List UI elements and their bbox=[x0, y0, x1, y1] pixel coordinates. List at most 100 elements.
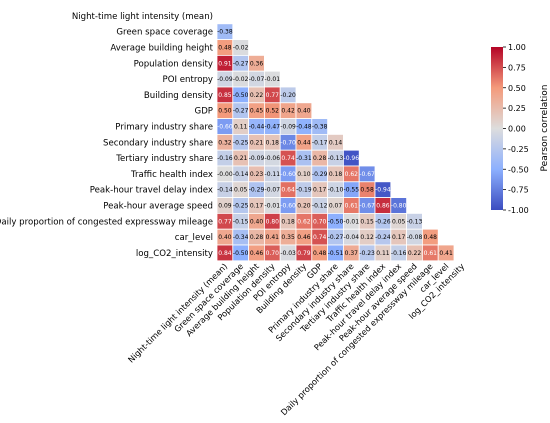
cell-value-label: -0.48 bbox=[296, 124, 312, 131]
cell-value-label: 0.61 bbox=[424, 250, 438, 257]
cell-value-label: -0.01 bbox=[265, 76, 281, 83]
cell-value-label: -0.27 bbox=[233, 108, 249, 115]
colorbar-tick-label: -0.50 bbox=[508, 165, 529, 174]
cell-value-label: -0.03 bbox=[280, 250, 296, 257]
cell-value-label: 0.70 bbox=[266, 250, 280, 257]
y-tick-label: Secondary industry share bbox=[103, 138, 213, 148]
colorbar: 1.00 0.75 0.50 0.25 0.00 -0.25 -0.50 -0.75 -1.00… bbox=[491, 43, 550, 215]
cell-value-label: 0.22 bbox=[408, 250, 422, 257]
cell-value-label: -0.47 bbox=[265, 124, 281, 131]
cell-value-label: 0.18 bbox=[329, 171, 343, 178]
y-tick-label: car_level bbox=[175, 233, 213, 243]
cell-value-label: 0.46 bbox=[250, 250, 264, 257]
cell-value-label: 0.23 bbox=[250, 171, 264, 178]
cell-value-label: -0.16 bbox=[391, 250, 407, 257]
cell-value-label: 0.91 bbox=[218, 60, 232, 67]
cell-value-label: 0.05 bbox=[234, 187, 248, 194]
cell-value-label: -0.07 bbox=[249, 76, 265, 83]
cell-value-label: 0.77 bbox=[218, 218, 232, 225]
cell-value-label: -0.02 bbox=[233, 76, 249, 83]
cell-value-label: 0.84 bbox=[218, 250, 232, 257]
cell-value-label: 0.07 bbox=[329, 203, 343, 210]
cell-value-label: 0.85 bbox=[218, 92, 232, 99]
y-tick-label: Peak-hour travel delay index bbox=[90, 186, 213, 196]
cell-value-label: 0.50 bbox=[218, 108, 232, 115]
cell-value-label: 0.46 bbox=[297, 234, 311, 241]
y-tick-label: Average building height bbox=[110, 44, 213, 54]
cell-value-label: 0.74 bbox=[281, 155, 295, 162]
colorbar-tick-label: 1.00 bbox=[508, 43, 526, 52]
cell-value-label: -0.15 bbox=[233, 218, 249, 225]
cell-value-label: -0.13 bbox=[328, 155, 344, 162]
cell-value-label: 0.36 bbox=[250, 60, 264, 67]
cell-value-label: -0.17 bbox=[312, 139, 328, 146]
colorbar-gradient bbox=[491, 47, 503, 210]
y-tick-label: log_CO2_intensity bbox=[136, 249, 213, 259]
x-axis-labels: Night-time light intensity (mean)Green s… bbox=[126, 261, 467, 418]
cell-value-label: 0.41 bbox=[439, 250, 453, 257]
cell-value-label: 0.77 bbox=[266, 92, 280, 99]
cell-value-label: -0.09 bbox=[280, 124, 296, 131]
cell-value-label: -0.24 bbox=[375, 234, 391, 241]
cell-value-label: -0.09 bbox=[249, 155, 265, 162]
cell-value-label: 0.12 bbox=[360, 234, 374, 241]
cell-value-label: 0.21 bbox=[234, 155, 248, 162]
colorbar-tick-label: -0.25 bbox=[508, 145, 529, 154]
cell-value-label: -0.19 bbox=[296, 187, 312, 194]
cell-value-label: 0.62 bbox=[345, 171, 359, 178]
cell-value-label: -0.50 bbox=[233, 250, 249, 257]
cell-value-label: -0.13 bbox=[407, 218, 423, 225]
cell-value-label: 0.17 bbox=[250, 203, 264, 210]
cell-value-label: 0.28 bbox=[313, 155, 327, 162]
y-axis-labels: Night-time light intensity (mean) Green s… bbox=[0, 12, 214, 259]
cell-value-label: -0.38 bbox=[312, 124, 328, 131]
y-tick-label: Building density bbox=[144, 91, 213, 101]
cell-value-label: 0.42 bbox=[281, 108, 295, 115]
colorbar-tick-label: 0.75 bbox=[508, 63, 526, 72]
cell-value-label: 0.40 bbox=[218, 234, 232, 241]
cell-value-label: 0.41 bbox=[266, 234, 280, 241]
cell-value-label: 0.48 bbox=[313, 250, 327, 257]
cell-value-label: 0.61 bbox=[345, 203, 359, 210]
y-tick-label: Population density bbox=[134, 59, 213, 69]
cell-value-label: -0.26 bbox=[375, 218, 391, 225]
cell-value-label: -0.50 bbox=[328, 218, 344, 225]
cell-value-label: -0.94 bbox=[375, 187, 391, 194]
colorbar-label: Pearson correlation bbox=[540, 85, 550, 172]
cell-value-label: 0.40 bbox=[297, 108, 311, 115]
cell-value-label: 0.52 bbox=[266, 108, 280, 115]
cell-value-label: -0.25 bbox=[233, 203, 249, 210]
cell-value-label: 0.20 bbox=[297, 203, 311, 210]
cell-value-label: 0.64 bbox=[281, 187, 295, 194]
cell-value-label: -0.27 bbox=[233, 60, 249, 67]
cell-value-label: -0.07 bbox=[265, 187, 281, 194]
cell-value-label: 0.11 bbox=[234, 124, 248, 131]
cell-value-label: 0.40 bbox=[250, 218, 264, 225]
cell-value-label: 0.37 bbox=[345, 250, 359, 257]
cell-value-label: 0.11 bbox=[376, 250, 390, 257]
cell-value-label: -0.38 bbox=[217, 29, 233, 36]
cell-value-label: -0.80 bbox=[391, 203, 407, 210]
cell-value-label: 0.05 bbox=[392, 218, 406, 225]
cell-value-label: 0.62 bbox=[297, 218, 311, 225]
cell-value-label: -0.25 bbox=[233, 139, 249, 146]
y-tick-label: Traffic health index bbox=[130, 170, 213, 180]
cell-value-label: 0.35 bbox=[281, 234, 295, 241]
cell-value-label: -0.51 bbox=[328, 250, 344, 257]
heatmap-cells: -0.380.48 -0.020.91 -0.27 0.36-0.09 -0.02 -0.… bbox=[216, 23, 455, 262]
cell-value-label: 0.86 bbox=[376, 203, 390, 210]
cell-value-label: 0.18 bbox=[266, 139, 280, 146]
cell-value-label: 0.70 bbox=[313, 218, 327, 225]
cell-value-label: -0.34 bbox=[233, 234, 249, 241]
cell-value-label: 0.48 bbox=[424, 234, 438, 241]
cell-value-label: -0.09 bbox=[217, 76, 233, 83]
cell-value-label: 0.10 bbox=[297, 171, 311, 178]
cell-value-label: -0.06 bbox=[265, 155, 281, 162]
cell-value-label: 0.44 bbox=[297, 139, 311, 146]
cell-value-label: -0.50 bbox=[233, 92, 249, 99]
cell-value-label: 0.45 bbox=[250, 108, 264, 115]
y-tick-label: Daily proportion of congested expressway… bbox=[0, 217, 213, 227]
cell-value-label: 0.22 bbox=[250, 92, 264, 99]
y-tick-label: Green space coverage bbox=[116, 28, 213, 38]
cell-value-label: 0.58 bbox=[360, 187, 374, 194]
